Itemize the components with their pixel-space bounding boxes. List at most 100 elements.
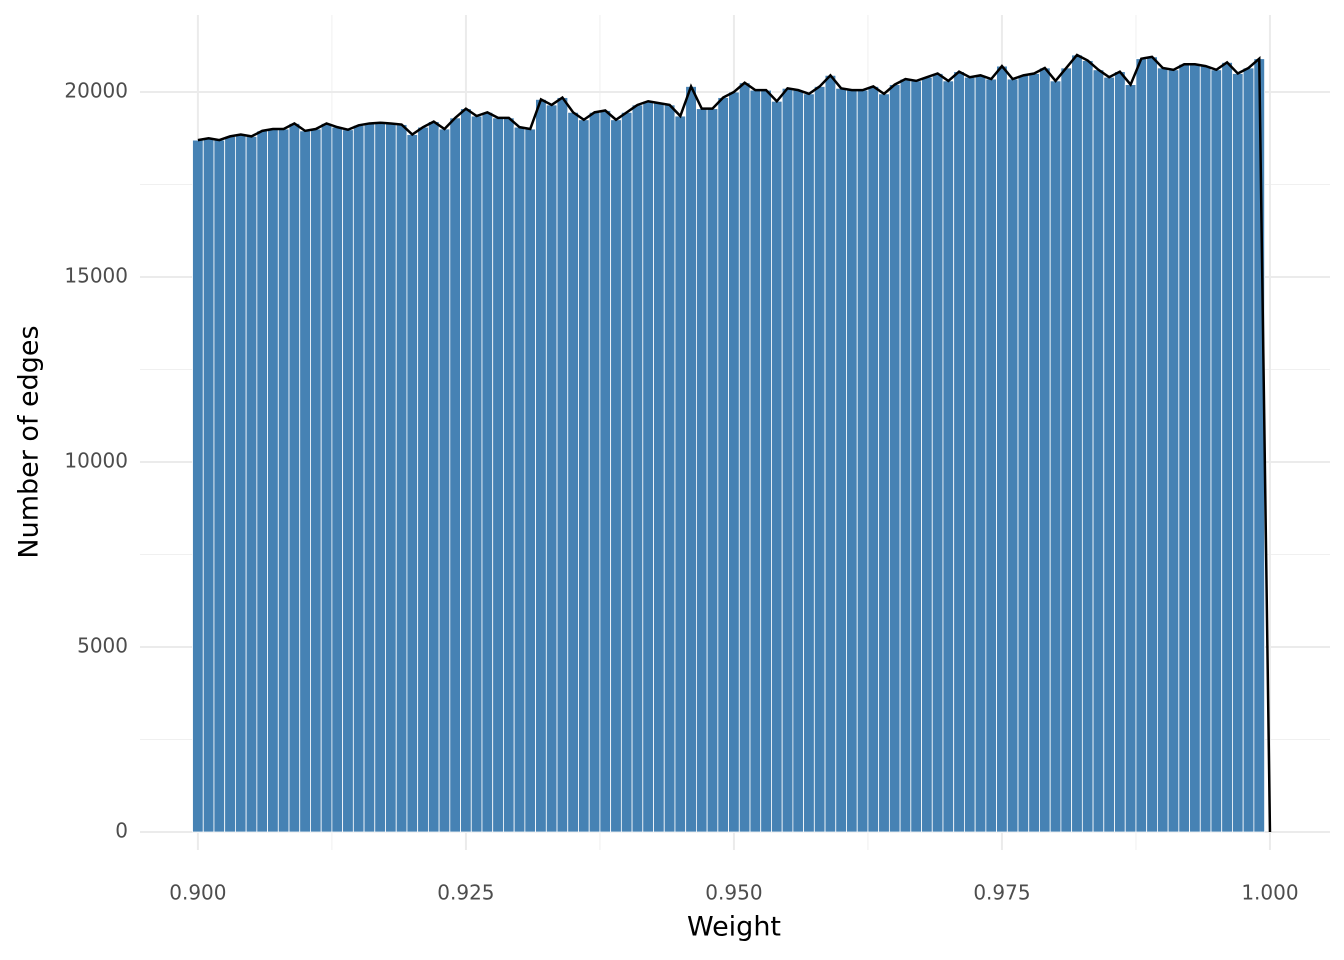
- bar: [1092, 69, 1105, 833]
- bar: [985, 78, 997, 833]
- bar: [1167, 69, 1180, 833]
- bar: [299, 130, 311, 833]
- bar: [417, 126, 429, 833]
- frequency-line: [197, 53, 1272, 833]
- bar: [567, 111, 579, 833]
- bar: [631, 104, 644, 833]
- y-tick-label: 0: [115, 819, 128, 843]
- bar: [824, 74, 837, 833]
- bar: [1071, 54, 1083, 833]
- bar: [921, 76, 933, 833]
- x-tick-label: 1.000: [1241, 881, 1298, 905]
- bar: [749, 89, 762, 833]
- x-axis-title: Weight: [687, 912, 781, 943]
- bar: [1006, 78, 1019, 833]
- bar: [406, 134, 419, 833]
- bar: [545, 104, 558, 833]
- bar: [395, 124, 408, 833]
- bar: [470, 115, 483, 833]
- bar: [953, 71, 965, 833]
- bar: [813, 86, 826, 833]
- bar: [481, 111, 494, 833]
- bar: [1156, 67, 1169, 833]
- bar: [1060, 67, 1073, 833]
- bar: [256, 130, 268, 833]
- bar: [878, 93, 890, 833]
- bar: [449, 117, 461, 833]
- bar: [888, 84, 901, 833]
- bar: [996, 65, 1008, 833]
- bar: [663, 104, 676, 833]
- bar: [642, 100, 654, 833]
- bar: [964, 76, 976, 833]
- bar: [363, 123, 376, 833]
- bar: [717, 97, 729, 833]
- bar: [1017, 74, 1030, 833]
- bar: [867, 86, 880, 833]
- bar: [1103, 76, 1115, 833]
- bar: [1210, 69, 1223, 833]
- bar: [524, 128, 536, 833]
- y-tick-label: 10000: [64, 449, 128, 473]
- bar: [267, 128, 279, 833]
- bar: [846, 89, 858, 833]
- bar: [224, 136, 236, 833]
- bar: [856, 89, 869, 833]
- bar: [492, 117, 504, 833]
- y-axis-title: Number of edges: [14, 325, 45, 558]
- bar: [310, 128, 322, 833]
- bar: [1189, 63, 1201, 833]
- bar: [899, 78, 912, 833]
- bar: [738, 82, 751, 833]
- bar: [760, 89, 772, 833]
- bar: [202, 137, 215, 833]
- bar: [438, 128, 451, 833]
- bar: [653, 102, 665, 833]
- bar: [192, 139, 204, 833]
- bar: [245, 136, 258, 833]
- bar: [685, 86, 697, 833]
- bar: [1135, 58, 1148, 833]
- bar: [931, 73, 944, 833]
- bar: [1039, 67, 1051, 833]
- bar: [1146, 56, 1158, 833]
- bar: [288, 123, 301, 833]
- bar: [706, 108, 719, 833]
- bar: [235, 134, 247, 833]
- bar: [620, 111, 633, 833]
- bar: [1253, 58, 1266, 833]
- bar: [1221, 61, 1233, 833]
- bar: [277, 128, 290, 833]
- bar: [460, 108, 472, 833]
- bar: [331, 126, 344, 833]
- bar: [1178, 63, 1190, 833]
- bar: [696, 108, 708, 833]
- bar: [578, 119, 590, 833]
- bar: [942, 80, 955, 833]
- x-tick-label: 0.925: [437, 881, 494, 905]
- bar: [803, 93, 815, 833]
- bar: [1049, 80, 1062, 833]
- y-tick-label: 15000: [64, 264, 128, 288]
- bar: [513, 126, 526, 833]
- bar: [771, 100, 783, 833]
- bar: [503, 117, 515, 833]
- y-tick-label: 5000: [77, 634, 128, 658]
- bar: [556, 97, 569, 833]
- bar: [728, 91, 740, 833]
- bar: [535, 98, 547, 833]
- x-tick-label: 0.950: [705, 881, 762, 905]
- bar: [1114, 71, 1126, 833]
- bar: [781, 87, 794, 833]
- bar: [792, 89, 805, 833]
- bar: [1081, 60, 1094, 833]
- bar: [342, 129, 354, 833]
- bar: [385, 123, 397, 833]
- bar: [427, 121, 440, 833]
- bar: [610, 119, 622, 833]
- bar: [1124, 84, 1137, 833]
- bar: [974, 74, 987, 833]
- bar: [1242, 67, 1255, 833]
